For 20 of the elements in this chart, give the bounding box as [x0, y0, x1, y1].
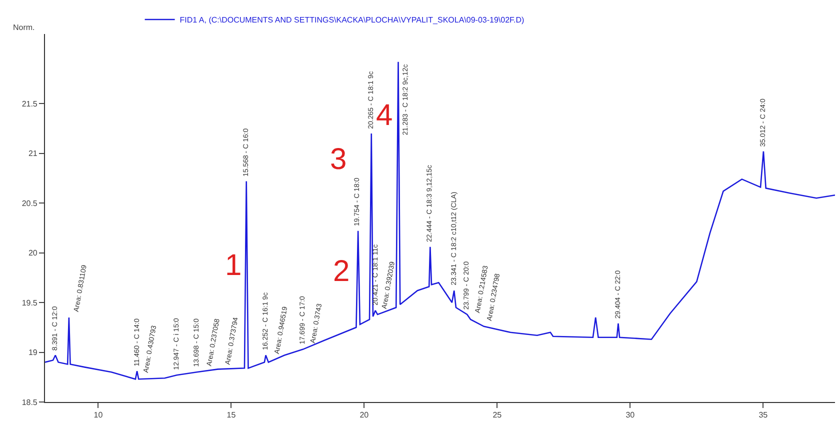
annotation: 2: [333, 255, 350, 288]
x-tick-label: 30: [626, 410, 636, 420]
y-tick-label: 21.5: [22, 99, 38, 108]
x-tick-label: 25: [492, 410, 502, 420]
annotation: 4: [376, 99, 393, 132]
y-tick-label: 20.5: [22, 198, 38, 208]
x-tick-label: 35: [758, 410, 768, 420]
y-tick-label: 21: [28, 149, 38, 158]
y-tick-label: 19: [28, 348, 38, 358]
y-axis-title: Norm.: [13, 23, 35, 32]
line-series: [45, 61, 835, 380]
x-tick-label: 15: [226, 410, 236, 420]
annotation: 3: [330, 143, 347, 176]
y-tick-label: 18.5: [22, 398, 38, 407]
x-tick-label: 20: [360, 410, 370, 420]
annotation: 1: [225, 249, 242, 282]
x-tick-label: 10: [94, 410, 104, 420]
legend-label: FID1 A, (C:\DOCUMENTS AND SETTINGS\KACKA\PLOCHA\VYPALIT_SKOLA\09-03-19\02F.D): [180, 16, 525, 25]
y-tick-label: 20: [28, 248, 38, 258]
y-tick-label: 19.5: [22, 298, 38, 308]
